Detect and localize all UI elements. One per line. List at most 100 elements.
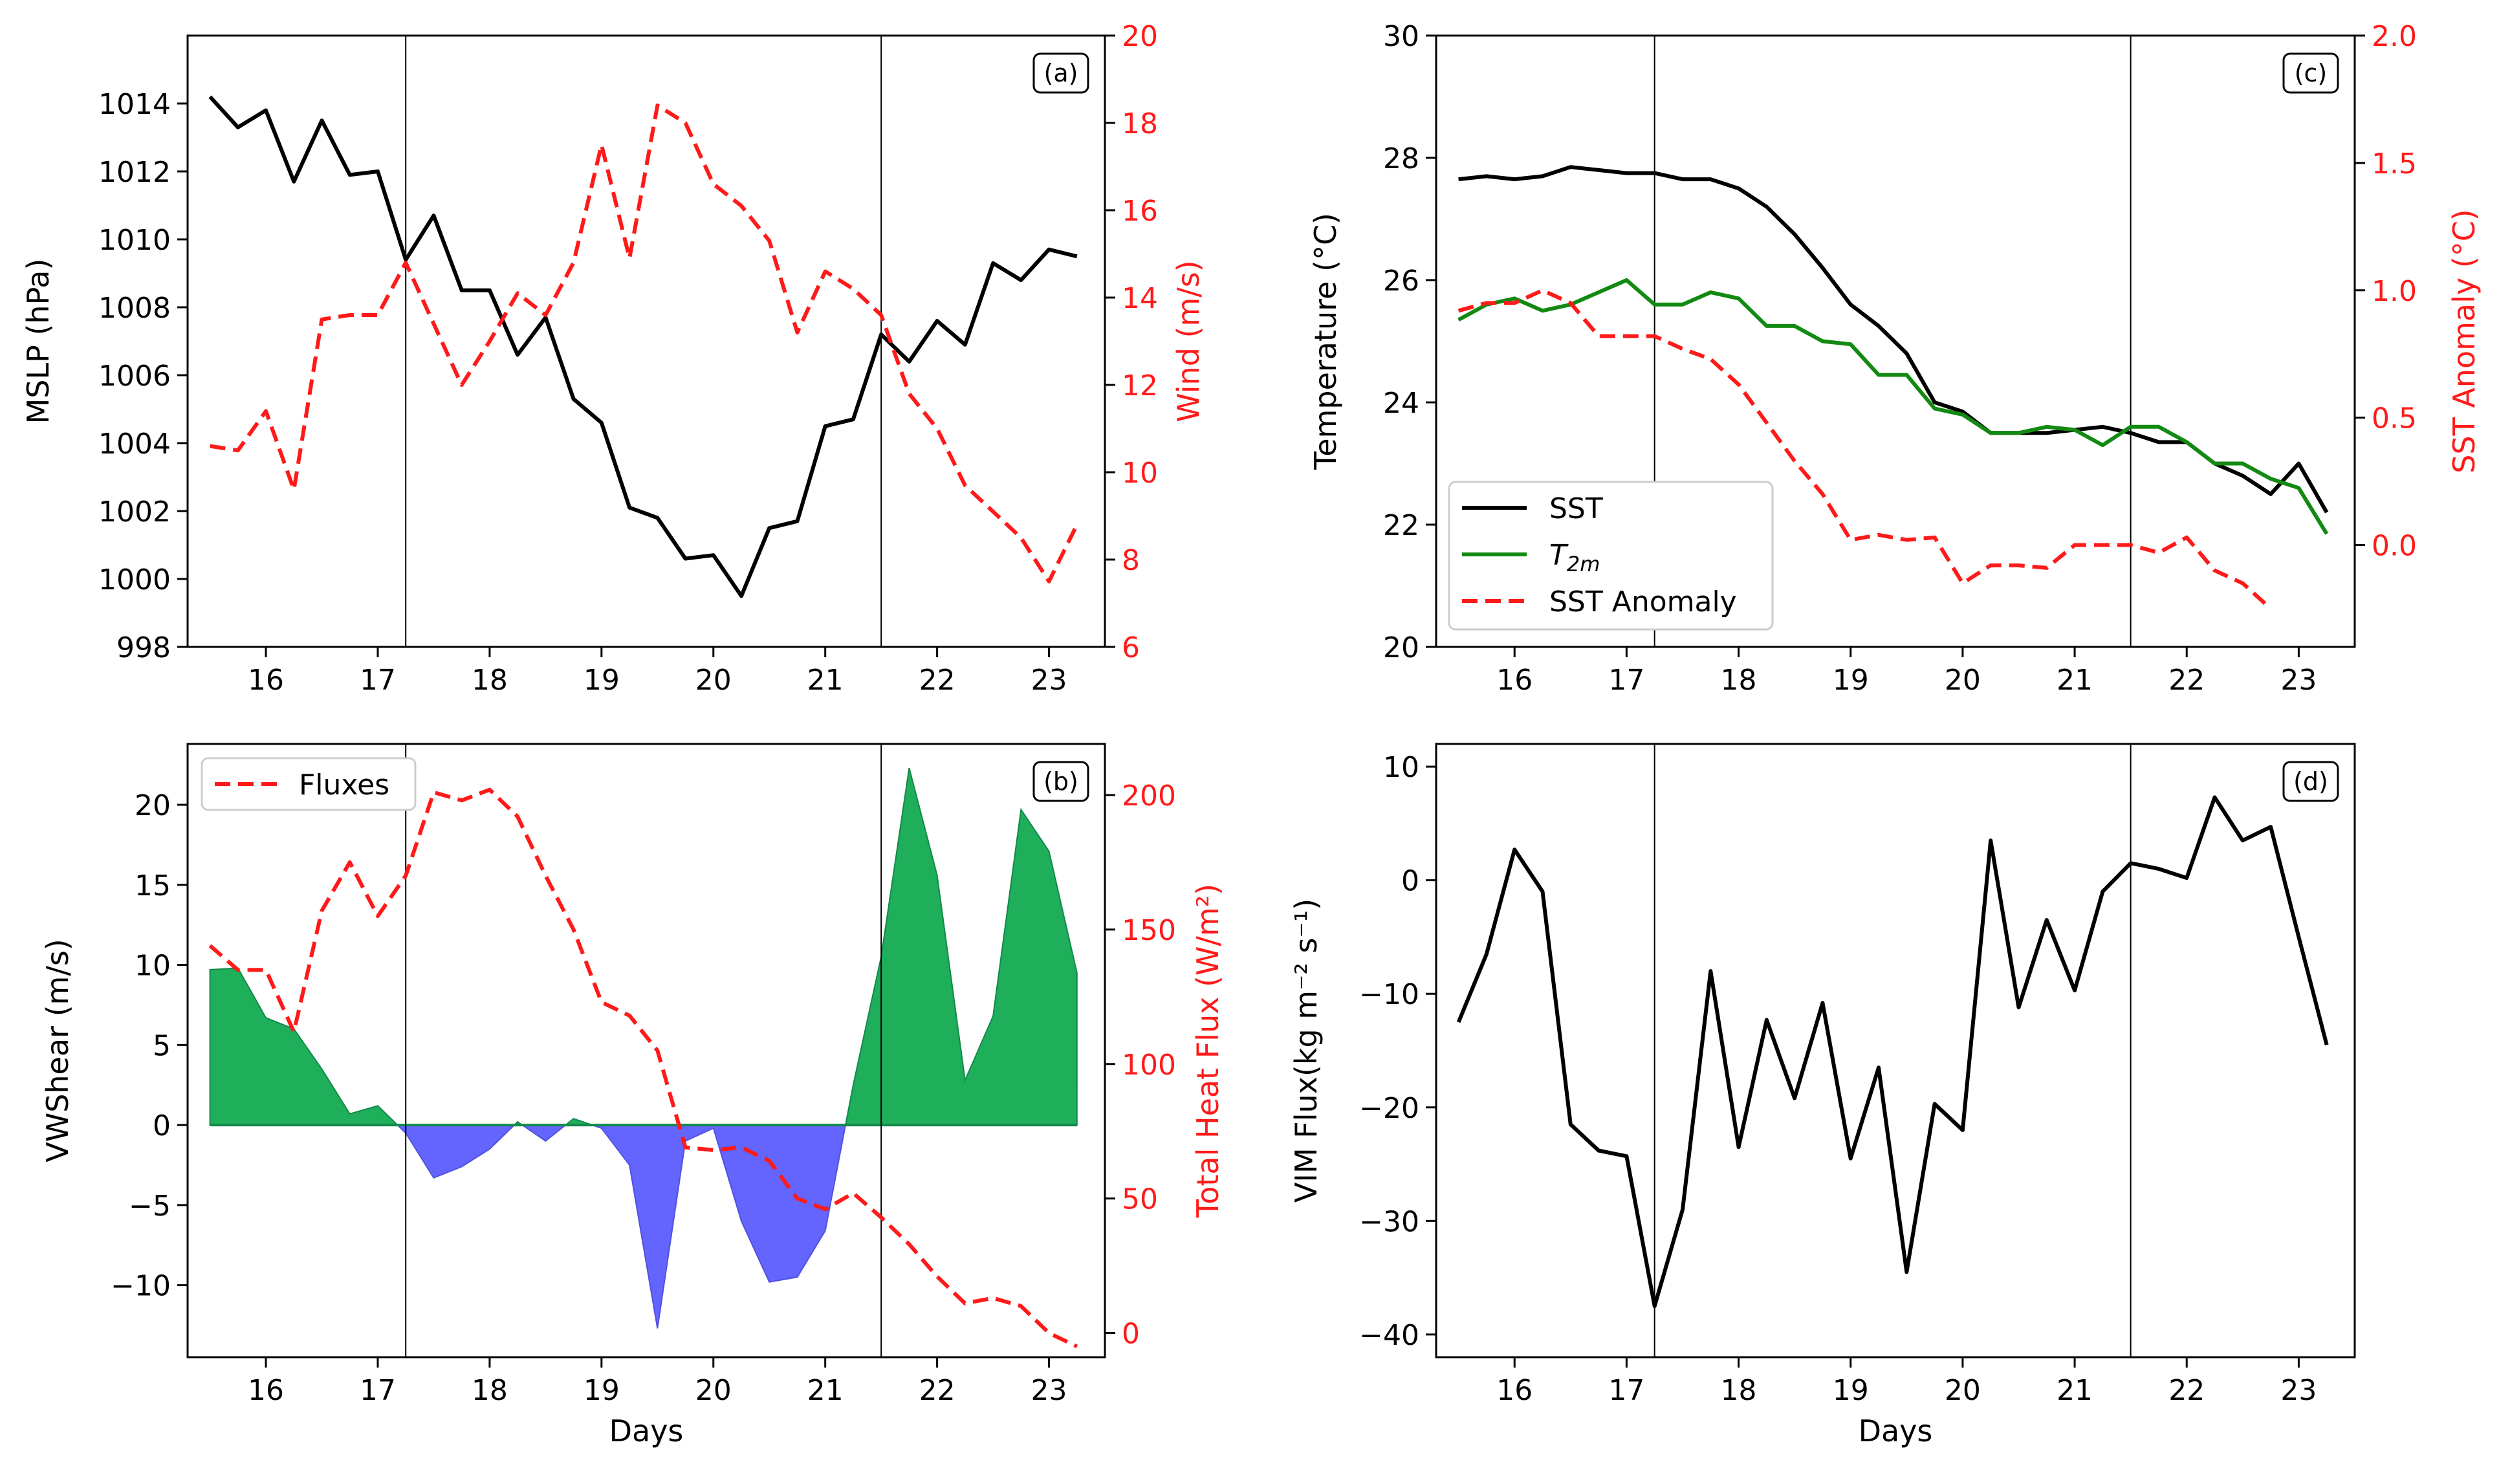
- y-tick-label: 5: [153, 1029, 171, 1062]
- y-right-axis-label: SST Anomaly (°C): [2447, 209, 2482, 474]
- y-right-axis-label: Wind (m/s): [1171, 260, 1206, 422]
- y-tick-label: 1006: [98, 360, 171, 393]
- x-tick-label: 20: [1945, 1374, 1981, 1407]
- panel-d: 16 17 18 19 20 21 22 23 −40 −30 −20 −10 0 10 VIM Flux(…: [1289, 743, 2356, 1448]
- y-right-tick-label: 0.0: [2372, 530, 2417, 563]
- y-tick-label: 24: [1383, 387, 1419, 420]
- y-right-tick-label: 12: [1122, 369, 1158, 402]
- x-tick-label: 19: [1833, 664, 1869, 697]
- y-tick-label: 20: [135, 789, 171, 822]
- panel-label-box: [1032, 761, 1089, 802]
- panel-label: (b): [1043, 767, 1078, 796]
- plots-layer: 16 17 18 19 20 21 22 23998100010021004100610081…: [21, 20, 2482, 1448]
- y-right-tick-label: 2.0: [2372, 20, 2417, 53]
- y-tick-label: 22: [1383, 509, 1419, 542]
- y-right-tick-label: 0: [1122, 1318, 1140, 1351]
- x-tick-label: 22: [2168, 1374, 2205, 1407]
- panel-label-box: [2282, 761, 2339, 802]
- series-sst-anomaly-line: [1457, 288, 2273, 611]
- x-tick-label: 20: [695, 664, 732, 697]
- x-tick-label: 23: [2280, 664, 2317, 697]
- y-right-tick-label: 1.0: [2372, 275, 2417, 308]
- x-axis-label: Days: [609, 1413, 684, 1448]
- x-tick-label: 16: [1496, 1374, 1533, 1407]
- x-tick-label: 17: [360, 664, 396, 697]
- series-wind-line: [210, 104, 1079, 584]
- y-right-tick-label: 10: [1122, 457, 1158, 490]
- y-right-tick-label: 14: [1122, 282, 1158, 315]
- y-right-tick-label: 0.5: [2372, 402, 2417, 435]
- y-axis-label: VIM Flux(kg m⁻² s⁻¹): [1289, 899, 1324, 1203]
- x-tick-label: 18: [1721, 664, 1757, 697]
- x-tick-label: 16: [248, 664, 284, 697]
- series-sst-line: [1458, 165, 2329, 514]
- y-tick-label: 28: [1383, 142, 1419, 175]
- x-tick-label: 19: [584, 664, 620, 697]
- series-mslp-line: [208, 95, 1078, 598]
- y-tick-label: −20: [1359, 1092, 1419, 1125]
- y-tick-label: 1014: [98, 88, 171, 121]
- x-tick-label: 18: [1721, 1374, 1757, 1407]
- y-tick-label: −30: [1359, 1205, 1419, 1238]
- plot-area-c: [1457, 36, 2329, 647]
- y-right-tick-label: 8: [1122, 544, 1140, 577]
- x-tick-label: 20: [1945, 664, 1981, 697]
- y-tick-label: 0: [153, 1109, 171, 1142]
- panel-label-box: [1032, 52, 1089, 94]
- x-tick-label: 17: [1608, 1374, 1644, 1407]
- y-tick-label: 1002: [98, 496, 171, 529]
- y-right-axis-label: Total Heat Flux (W/m²): [1190, 884, 1225, 1218]
- x-tick-label: 18: [472, 1374, 508, 1407]
- y-right-tick-label: 6: [1122, 631, 1140, 664]
- x-tick-label: 23: [2280, 1374, 2317, 1407]
- y-right-tick-label: 20: [1122, 20, 1158, 53]
- legend-label-fluxes: Fluxes: [299, 769, 389, 802]
- y-tick-label: 10: [1383, 751, 1419, 784]
- x-tick-label: 20: [695, 1374, 732, 1407]
- legend-label-t2m: T2m: [1549, 539, 1600, 576]
- y-tick-label: 998: [116, 631, 171, 664]
- x-tick-label: 21: [2057, 1374, 2093, 1407]
- panel-label-box: [2282, 52, 2339, 94]
- y-tick-label: 1010: [98, 224, 171, 257]
- series-t2m-line: [1457, 278, 2329, 535]
- x-tick-label: 22: [2168, 664, 2205, 697]
- panel-label: (a): [1044, 59, 1078, 87]
- y-tick-label: −40: [1359, 1319, 1419, 1352]
- series-vim-flux-line: [1456, 795, 2329, 1308]
- x-tick-label: 16: [248, 1374, 284, 1407]
- y-tick-label: 1012: [98, 156, 171, 189]
- x-tick-label: 16: [1496, 664, 1533, 697]
- axes-frame-b: [186, 743, 1106, 1359]
- y-tick-label: 30: [1383, 20, 1419, 53]
- panel-label: (d): [2293, 767, 2328, 796]
- axes-frame-c: [1435, 34, 2356, 648]
- axes-frame-d: [1435, 743, 2356, 1359]
- x-tick-label: 23: [1031, 664, 1067, 697]
- y-right-tick-label: 150: [1122, 914, 1176, 947]
- y-tick-label: 10: [135, 950, 171, 983]
- plot-area-d: [1456, 744, 2329, 1357]
- legend-box: [201, 757, 417, 811]
- y-right-tick-label: 100: [1122, 1049, 1176, 1082]
- y-tick-label: 20: [1383, 631, 1419, 664]
- y-right-tick-label: 200: [1122, 780, 1176, 813]
- x-tick-label: 21: [2057, 664, 2093, 697]
- legend-box: [1448, 481, 1774, 631]
- y-tick-label: −10: [111, 1270, 171, 1303]
- y-right-tick-label: 50: [1122, 1183, 1158, 1216]
- x-tick-label: 23: [1031, 1374, 1067, 1407]
- x-axis-label: Days: [1859, 1413, 1933, 1448]
- x-tick-label: 21: [807, 664, 844, 697]
- legend-label-sst-anomaly: SST Anomaly: [1549, 585, 1737, 618]
- y-axis-label: VWShear (m/s): [40, 939, 75, 1162]
- y-tick-label: 0: [1401, 865, 1419, 898]
- y-tick-label: 15: [135, 869, 171, 902]
- x-tick-label: 19: [584, 1374, 620, 1407]
- x-tick-label: 21: [807, 1374, 844, 1407]
- x-tick-label: 22: [919, 1374, 955, 1407]
- y-tick-label: 1008: [98, 292, 171, 325]
- plot-area-a: [208, 36, 1079, 647]
